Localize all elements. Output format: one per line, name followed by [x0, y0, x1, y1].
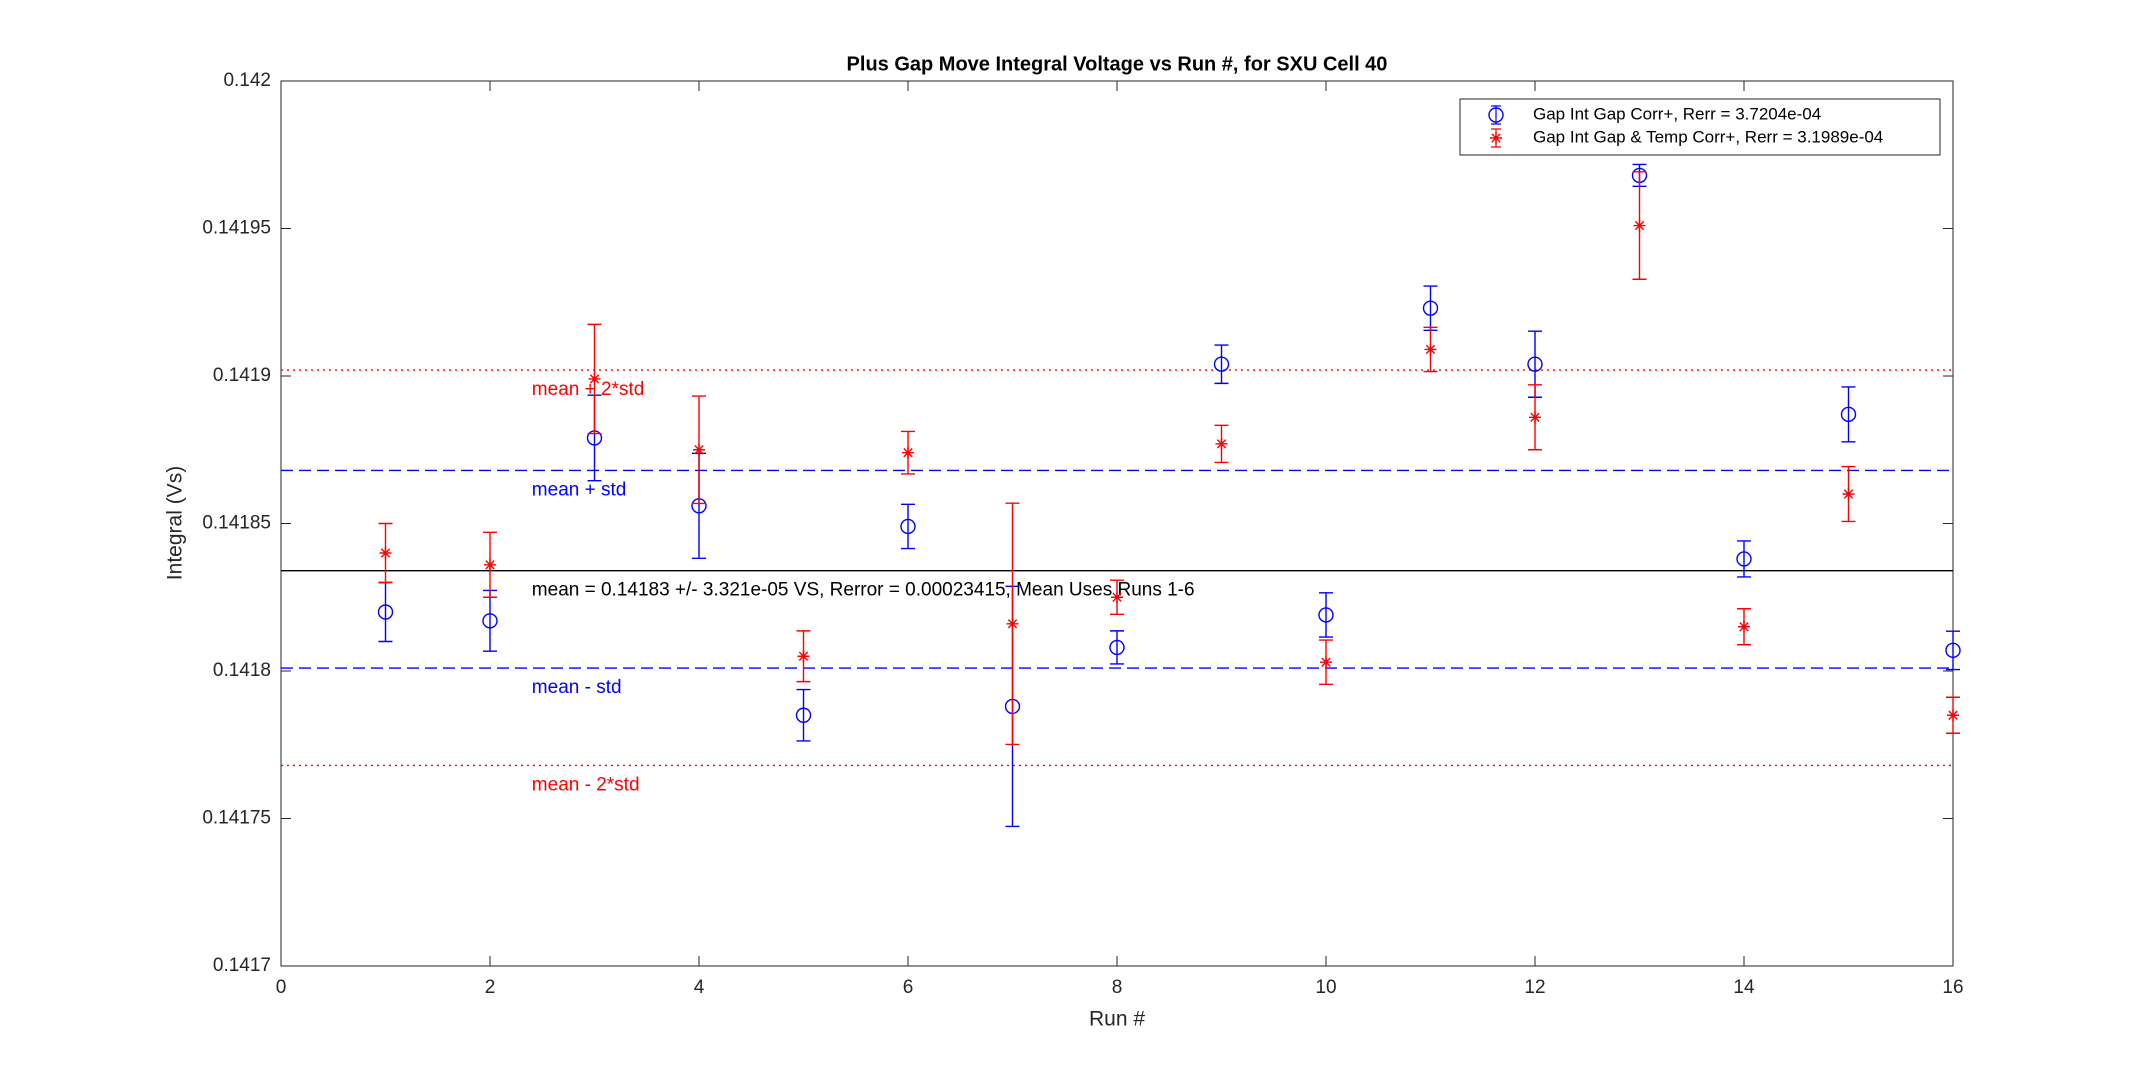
- x-tick-label: 8: [1112, 977, 1123, 998]
- error-bar: [1946, 630, 1960, 671]
- marker: [1529, 411, 1541, 424]
- x-tick-label: 12: [1524, 977, 1545, 998]
- reference-label: mean = 0.14183 +/- 3.321e-05 VS, Rerror …: [532, 580, 1195, 601]
- error-bar: [1841, 386, 1856, 443]
- y-tick-label: 0.1417: [213, 955, 271, 976]
- x-tick-label: 0: [276, 977, 287, 998]
- x-tick-label: 2: [485, 977, 496, 998]
- marker: [1527, 356, 1543, 372]
- marker: [1213, 356, 1230, 372]
- marker: [1318, 607, 1334, 623]
- reference-label: mean - std: [532, 677, 622, 698]
- error-bar: [1319, 592, 1333, 638]
- y-tick-label: 0.14185: [202, 513, 271, 534]
- error-bar: [796, 688, 811, 742]
- marker: [1947, 709, 1959, 722]
- marker: [795, 707, 812, 723]
- chart-title: Plus Gap Move Integral Voltage vs Run #,…: [847, 53, 1388, 75]
- marker: [379, 547, 392, 559]
- legend-label: Gap Int Gap Corr+, Rerr = 3.7204e-04: [1533, 104, 1821, 123]
- marker: [1738, 620, 1750, 633]
- error-bar: [1737, 540, 1751, 578]
- y-tick-label: 0.14195: [202, 218, 271, 239]
- marker: [1633, 219, 1646, 232]
- error-bar: [901, 503, 915, 550]
- marker: [1842, 488, 1855, 500]
- marker: [797, 650, 810, 663]
- y-axis-label: Integral (Vs): [164, 466, 187, 580]
- x-tick-label: 14: [1733, 977, 1755, 998]
- reference-label: mean + 2*std: [532, 379, 645, 400]
- marker: [377, 604, 394, 620]
- marker: [1215, 437, 1228, 450]
- x-tick-label: 4: [694, 977, 705, 998]
- marker: [1840, 406, 1857, 423]
- marker: [588, 372, 601, 385]
- x-tick-label: 10: [1315, 977, 1336, 998]
- marker: [482, 613, 498, 629]
- x-axis-label: Run #: [1089, 1008, 1145, 1031]
- marker: [900, 518, 916, 535]
- legend-box: [1459, 98, 1941, 156]
- legend: Gap Int Gap Corr+, Rerr = 3.7204e-04 Gap …: [1459, 98, 1941, 156]
- x-tick-label: 16: [1942, 977, 1963, 998]
- marker: [1422, 300, 1439, 316]
- error-bar: [1214, 344, 1229, 385]
- marker: [1006, 617, 1019, 630]
- marker: [1320, 656, 1332, 669]
- x-tick-label: 6: [903, 977, 914, 998]
- reference-label: mean - 2*std: [532, 774, 640, 795]
- marker: [1424, 343, 1437, 356]
- marker: [484, 558, 496, 571]
- marker: [1109, 639, 1125, 656]
- reference-label: mean + std: [532, 479, 627, 500]
- marker: [693, 443, 705, 456]
- legend-label: Gap Int Gap & Temp Corr+, Rerr = 3.1989e…: [1533, 127, 1883, 146]
- marker: [1945, 642, 1961, 659]
- marker: [1736, 551, 1752, 567]
- marker: [1111, 591, 1123, 604]
- y-tick-label: 0.1418: [213, 660, 271, 681]
- error-bar: [1110, 630, 1124, 665]
- marker: [902, 446, 914, 459]
- legend-marker: [1488, 107, 1504, 123]
- y-tick-label: 0.1419: [213, 365, 271, 386]
- legend-error-bar: [1491, 105, 1501, 125]
- y-tick-label: 0.14175: [202, 808, 271, 829]
- legend-marker: [1490, 132, 1502, 144]
- y-tick-label: 0.142: [223, 70, 271, 91]
